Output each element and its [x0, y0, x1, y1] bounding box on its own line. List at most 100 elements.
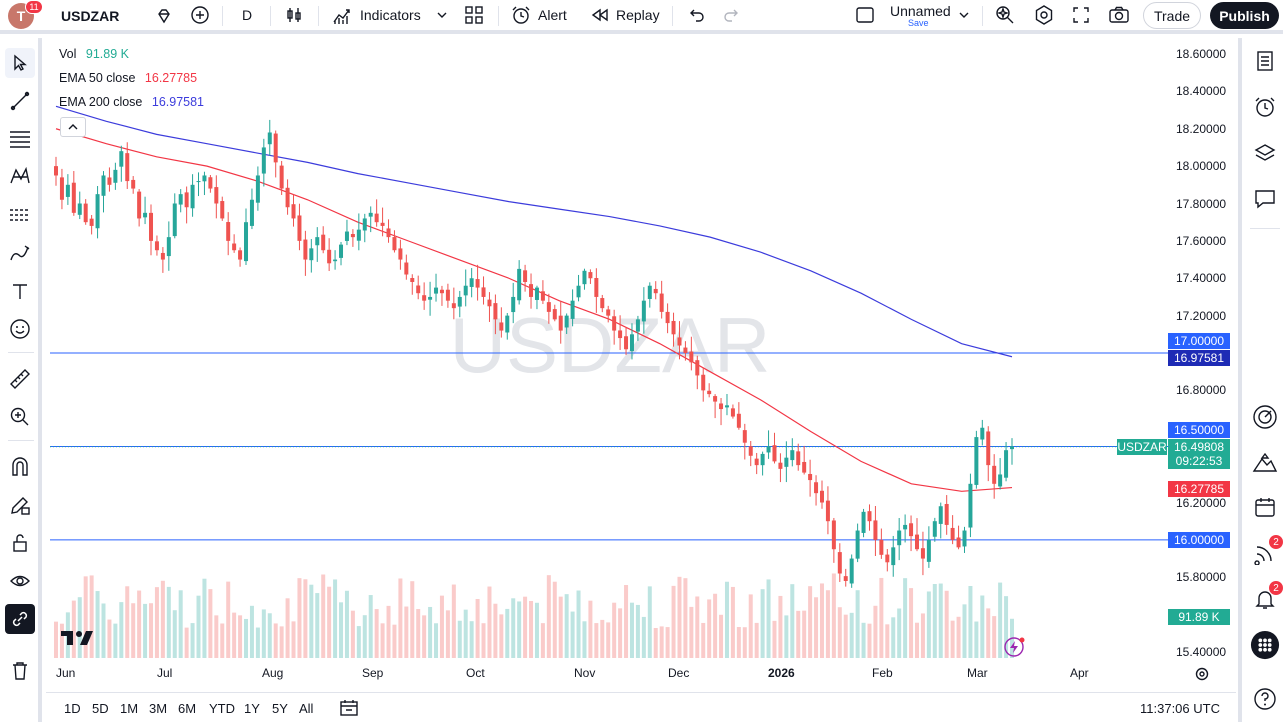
broadcast-icon: [1254, 546, 1272, 565]
candle: [523, 264, 528, 292]
axis-settings-button[interactable]: [1194, 666, 1210, 685]
sync-drawings-tool[interactable]: [5, 604, 35, 634]
price-chart[interactable]: USDZAR: [0, 0, 1238, 692]
range-button-all[interactable]: All: [299, 701, 314, 716]
volume-bar: [154, 587, 159, 658]
watchlist-button[interactable]: [1250, 46, 1280, 76]
volume-bar: [445, 610, 450, 658]
volume-bar: [570, 611, 575, 658]
hide-drawings-tool[interactable]: [5, 566, 35, 596]
candle: [457, 290, 462, 318]
range-button-1d[interactable]: 1D: [64, 701, 81, 716]
volume-bar: [368, 595, 373, 658]
time-tick: Sep: [362, 666, 384, 680]
time-tick: Nov: [574, 666, 596, 680]
indicators-button[interactable]: Indicators: [332, 0, 421, 30]
magnet-tool[interactable]: [5, 452, 35, 482]
snapshot-button[interactable]: [1108, 0, 1130, 30]
volume-bar: [125, 586, 130, 658]
calendar-button[interactable]: [1250, 492, 1280, 522]
replay-button[interactable]: Replay: [590, 0, 660, 30]
candle: [434, 273, 439, 302]
alert-button[interactable]: Alert: [510, 0, 567, 30]
volume-bar: [350, 610, 355, 658]
trend-line-icon: [10, 91, 30, 111]
settings-button[interactable]: [1033, 0, 1055, 30]
gear-icon: [1035, 5, 1053, 25]
emoji-tool[interactable]: [5, 314, 35, 344]
tradingview-logo[interactable]: [60, 629, 94, 650]
indicators-dropdown[interactable]: [436, 0, 448, 30]
cursor-tool[interactable]: [5, 48, 35, 78]
chart-type-button[interactable]: [284, 0, 304, 30]
range-button-5d[interactable]: 5D: [92, 701, 109, 716]
symbol-search[interactable]: USDZAR: [52, 3, 180, 28]
legend-volume[interactable]: Vol 91.89 K: [59, 47, 129, 61]
candle: [339, 241, 344, 266]
targets-button[interactable]: [1250, 402, 1280, 432]
candle: [380, 207, 385, 237]
chats-button[interactable]: [1250, 184, 1280, 214]
range-button-5y[interactable]: 5Y: [272, 701, 288, 716]
volume-bar: [434, 623, 439, 658]
range-button-1y[interactable]: 1Y: [244, 701, 260, 716]
help-button[interactable]: [1250, 684, 1280, 714]
candle: [255, 166, 260, 211]
clock[interactable]: 11:37:06 UTC: [1140, 701, 1220, 716]
layout-checkbox[interactable]: [855, 0, 875, 30]
candle: [944, 495, 949, 535]
collapse-legend-button[interactable]: [60, 117, 86, 137]
compare-diamond-icon[interactable]: [156, 8, 172, 24]
layouts-button[interactable]: [464, 0, 484, 30]
lock-drawings-tool[interactable]: [5, 528, 35, 558]
zoom-tool[interactable]: [5, 402, 35, 432]
realtime-lightning-button[interactable]: [1003, 636, 1025, 661]
text-tool[interactable]: [5, 276, 35, 306]
volume-bar: [689, 606, 694, 658]
candle: [107, 167, 112, 192]
horizontal-levels[interactable]: [50, 352, 1168, 541]
trade-button[interactable]: Trade: [1143, 2, 1201, 29]
legend-ema200[interactable]: EMA 200 close 16.97581: [59, 95, 204, 109]
fullscreen-button[interactable]: [1071, 0, 1091, 30]
range-button-3m[interactable]: 3M: [149, 701, 168, 716]
go-to-date-button[interactable]: [338, 698, 360, 721]
remove-drawings-tool[interactable]: [5, 656, 35, 686]
interval-button[interactable]: D: [242, 7, 253, 23]
brush-tool[interactable]: [5, 238, 35, 268]
candle: [297, 203, 302, 251]
range-button-6m[interactable]: 6M: [178, 701, 197, 716]
publish-button[interactable]: Publish: [1210, 2, 1279, 29]
trend-line-tool[interactable]: [5, 86, 35, 116]
add-symbol-button[interactable]: [190, 0, 210, 30]
calendar-range-icon: [340, 700, 358, 716]
apps-button[interactable]: [1250, 630, 1280, 660]
last-price-tag: 16.49808 09:22:53: [1168, 439, 1230, 469]
alerts-panel-button[interactable]: [1250, 92, 1280, 122]
volume-bar: [493, 603, 498, 658]
undo-button[interactable]: [686, 0, 706, 30]
volume-bar: [938, 583, 943, 658]
ideas-stream-button[interactable]: [1250, 448, 1280, 478]
forecast-tool[interactable]: [5, 200, 35, 230]
quick-search-button[interactable]: [994, 0, 1016, 30]
square-icon: [856, 7, 874, 23]
notifications-button[interactable]: [1250, 584, 1280, 614]
candle: [143, 196, 148, 225]
volume-bar: [386, 605, 391, 658]
layout-name[interactable]: Unnamed Save: [890, 3, 951, 29]
layout-dropdown[interactable]: [958, 0, 970, 30]
layers-button[interactable]: [1250, 138, 1280, 168]
range-button-1m[interactable]: 1M: [120, 701, 139, 716]
news-feed-button[interactable]: [1250, 538, 1280, 568]
volume-bar: [422, 615, 427, 658]
measure-tool[interactable]: [5, 364, 35, 394]
candle: [321, 226, 326, 254]
range-button-ytd[interactable]: YTD: [209, 701, 235, 716]
stay-drawing-tool[interactable]: [5, 490, 35, 520]
redo-button[interactable]: [722, 0, 742, 30]
candle: [831, 517, 836, 563]
fib-tool[interactable]: [5, 124, 35, 154]
legend-ema50[interactable]: EMA 50 close 16.27785: [59, 71, 197, 85]
pattern-tool[interactable]: [5, 162, 35, 192]
